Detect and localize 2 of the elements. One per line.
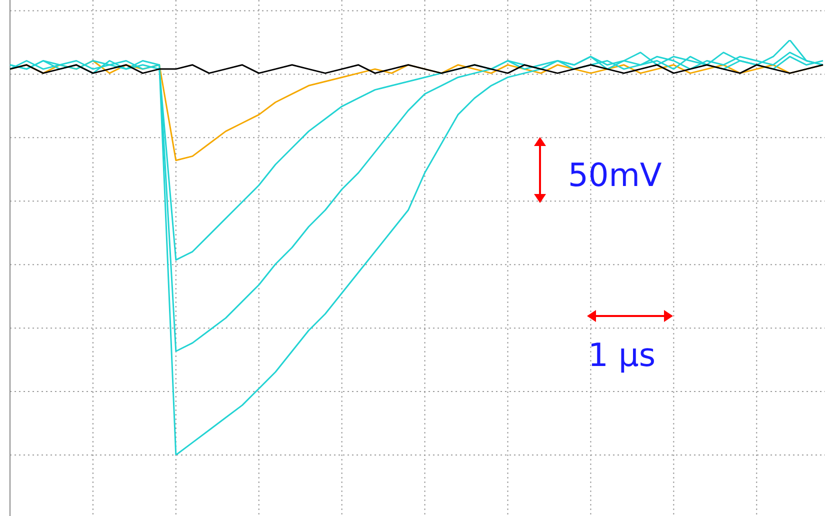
annotation: 50mV [568, 156, 662, 194]
annotation: 1 µs [588, 336, 656, 374]
